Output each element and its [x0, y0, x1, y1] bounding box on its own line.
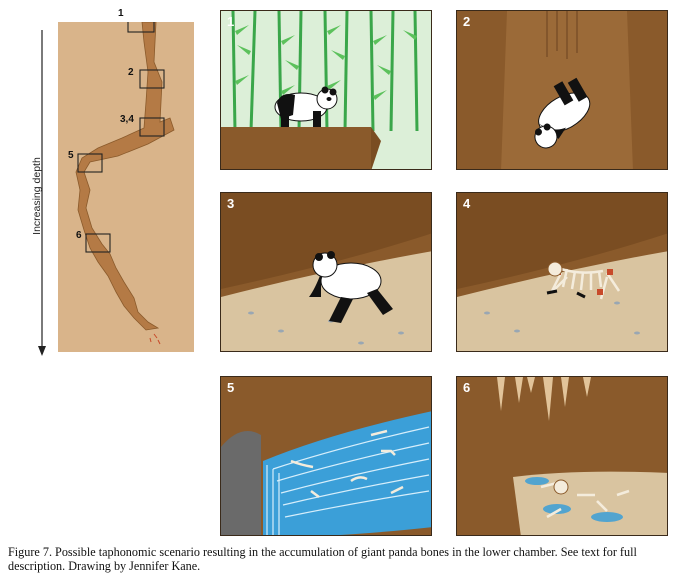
- figure: Increasing depth 1 2 3,4 5 6: [14, 8, 668, 536]
- stalactites: [497, 377, 591, 421]
- cave-overview: 1 2 3,4 5 6: [58, 8, 194, 352]
- depth-axis: Increasing depth: [14, 30, 54, 360]
- panel-5: 5: [220, 376, 432, 536]
- panel-2: 2: [456, 10, 668, 170]
- panda-lying: [309, 251, 393, 323]
- panel-3: 3: [220, 192, 432, 352]
- panel-6: 6: [456, 376, 668, 536]
- marker-label-2: 2: [128, 67, 134, 78]
- panel-5-number: 5: [227, 380, 235, 395]
- marker-box-3: [139, 117, 165, 137]
- panel-3-number: 3: [227, 196, 235, 211]
- panda-walking: [274, 86, 338, 127]
- panel-1: 1: [220, 10, 432, 170]
- panel-4-number: 4: [463, 196, 471, 211]
- washed-bones: [290, 429, 404, 498]
- marker-label-5: 5: [68, 150, 74, 161]
- marker-label-34: 3,4: [120, 114, 134, 125]
- panel-1-number: 1: [227, 14, 235, 29]
- marker-label-1: 1: [118, 8, 124, 19]
- panel-2-number: 2: [463, 14, 471, 29]
- marker-box-6: [85, 233, 111, 253]
- figure-caption: Figure 7. Possible taphonomic scenario r…: [8, 545, 637, 573]
- cave-cross-section: [58, 13, 194, 352]
- panel-4: 4: [456, 192, 668, 352]
- water-puddles: [525, 477, 623, 522]
- depth-arrow-icon: [38, 30, 46, 356]
- marker-box-2: [139, 69, 165, 89]
- panda-falling: [534, 77, 591, 149]
- panel-6-number: 6: [463, 380, 471, 395]
- marker-box-5: [77, 153, 103, 173]
- depth-axis-label: Increasing depth: [31, 157, 43, 235]
- marker-label-6: 6: [76, 230, 82, 241]
